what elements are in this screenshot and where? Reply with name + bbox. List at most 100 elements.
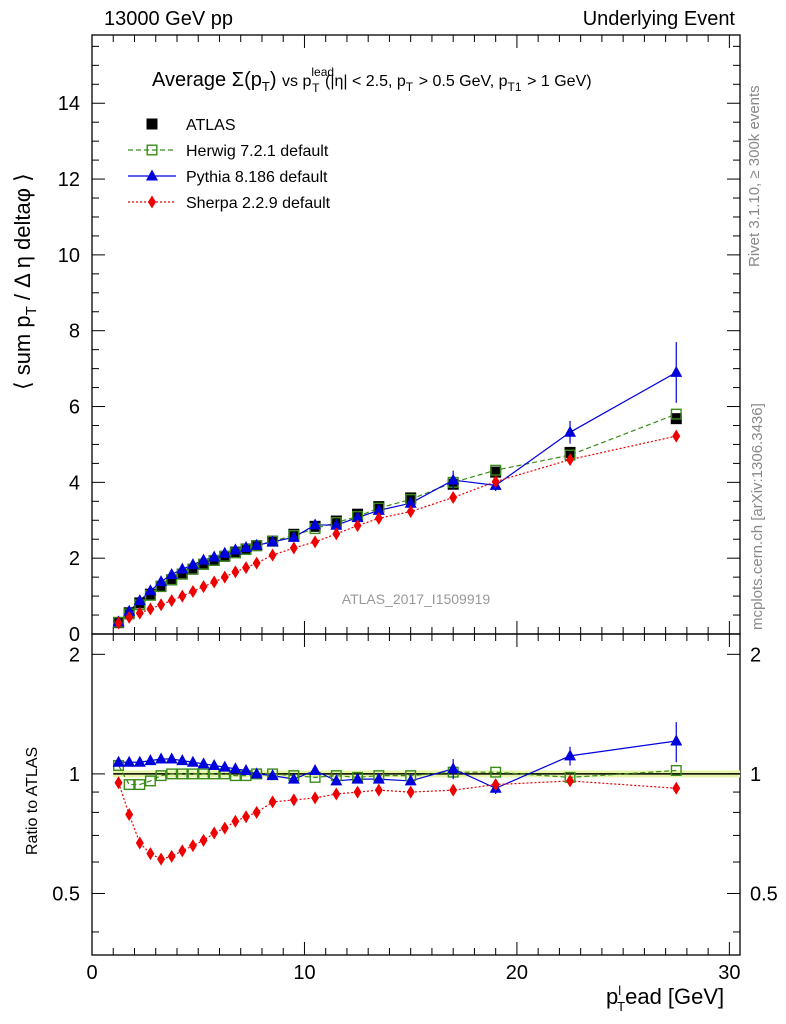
data-point xyxy=(176,568,188,580)
ratio-tick-label-right: 1 xyxy=(750,764,761,786)
ratio-point xyxy=(672,781,681,795)
data-point xyxy=(218,546,231,558)
ratio-point xyxy=(176,768,188,780)
ratio-point xyxy=(490,766,502,778)
data-point xyxy=(447,473,460,485)
legend-marker xyxy=(148,195,156,209)
data-point xyxy=(250,538,263,550)
ratio-series-line xyxy=(117,780,677,860)
y-tick-label: 6 xyxy=(69,397,80,419)
ratio-point xyxy=(332,787,341,801)
data-point xyxy=(199,580,208,594)
ratio-point xyxy=(112,755,125,767)
data-point xyxy=(266,535,279,547)
ratio-point xyxy=(268,795,277,809)
ratio-point xyxy=(287,772,300,784)
ratio-point xyxy=(374,783,383,797)
ratio-point xyxy=(229,762,242,774)
y-axis-label: ⟨ sum pT / Δ η deltaφ ⟩ xyxy=(10,173,40,390)
data-point xyxy=(332,527,341,541)
ratio-point xyxy=(372,772,385,784)
ratio-point xyxy=(186,755,199,767)
ratio-point xyxy=(125,808,134,822)
ratio-tick-label: 1 xyxy=(69,764,80,786)
ratio-point xyxy=(218,760,231,772)
data-point xyxy=(220,570,229,584)
data-point xyxy=(135,606,144,620)
data-point xyxy=(125,610,134,624)
chart-title: Average Σ(pT) vs plead T (|η| < 2.5, pT >… xyxy=(152,65,592,97)
data-point xyxy=(351,511,364,523)
ratio-point xyxy=(330,774,343,786)
data-point xyxy=(491,475,500,489)
y-tick-label: 2 xyxy=(69,548,80,570)
data-point xyxy=(155,575,168,587)
data-point xyxy=(252,556,261,570)
data-point xyxy=(123,604,136,616)
ratio-point xyxy=(187,768,199,780)
data-point xyxy=(566,453,575,467)
ratio-point xyxy=(353,785,362,799)
watermark: ATLAS_2017_I1509919 xyxy=(342,591,491,607)
data-point xyxy=(374,511,383,525)
y-tick-label: 4 xyxy=(69,472,80,494)
data-point xyxy=(197,553,210,565)
ratio-point xyxy=(197,757,210,769)
data-point xyxy=(208,550,221,562)
ratio-point xyxy=(242,810,251,824)
x-tick-label: 30 xyxy=(718,962,740,984)
ratio-point xyxy=(309,763,322,775)
x-axis-label: pl Tead [GeV] xyxy=(606,983,724,1014)
ratio-point xyxy=(134,779,146,791)
data-point xyxy=(133,594,146,606)
ratio-point xyxy=(166,768,178,780)
data-point xyxy=(670,408,682,420)
ratio-point xyxy=(114,776,123,790)
y-tick-label: 10 xyxy=(58,245,80,267)
ratio-point xyxy=(491,778,500,792)
ratio-point xyxy=(289,793,298,807)
legend-label: Sherpa 2.2.9 default xyxy=(186,195,331,212)
data-point xyxy=(672,429,681,443)
ratio-point xyxy=(133,755,146,767)
data-point xyxy=(155,580,167,592)
ratio-point xyxy=(176,754,189,766)
legend-label: ATLAS xyxy=(186,117,236,134)
ratio-point xyxy=(311,791,320,805)
data-point xyxy=(330,518,343,530)
data-point xyxy=(449,491,458,505)
data-point xyxy=(178,589,187,603)
ratio-point xyxy=(178,844,187,858)
data-point xyxy=(353,519,362,533)
ratio-point xyxy=(266,769,279,781)
ratio-plot-frame xyxy=(91,633,741,956)
data-point xyxy=(564,446,576,458)
data-point xyxy=(144,584,157,596)
ratio-point xyxy=(220,821,229,835)
legend-marker xyxy=(146,169,158,181)
data-point xyxy=(309,518,322,530)
data-point xyxy=(404,496,417,508)
ratio-point xyxy=(155,752,168,764)
data-point xyxy=(231,565,240,579)
ratio-point xyxy=(146,847,155,861)
ratio-point xyxy=(188,839,197,853)
mcplots-label: mcplots.cern.ch [arXiv:1306.3436] xyxy=(749,403,766,630)
data-point xyxy=(289,541,298,555)
data-point xyxy=(166,574,178,586)
y-tick-label: 0 xyxy=(69,624,80,646)
data-point xyxy=(490,466,502,478)
data-point xyxy=(146,602,155,616)
y-tick-label: 14 xyxy=(58,93,80,115)
ratio-point xyxy=(135,836,144,850)
data-point xyxy=(210,575,219,589)
legend-label: Pythia 8.186 default xyxy=(186,169,328,186)
ratio-tick-label: 0.5 xyxy=(52,883,80,905)
legend-marker xyxy=(146,144,158,156)
x-tick-label: 20 xyxy=(506,962,528,984)
ratio-point xyxy=(198,768,210,780)
ratio-point xyxy=(566,774,575,788)
ratio-point xyxy=(155,770,167,782)
x-tick-label: 10 xyxy=(293,962,315,984)
data-point xyxy=(187,563,199,575)
